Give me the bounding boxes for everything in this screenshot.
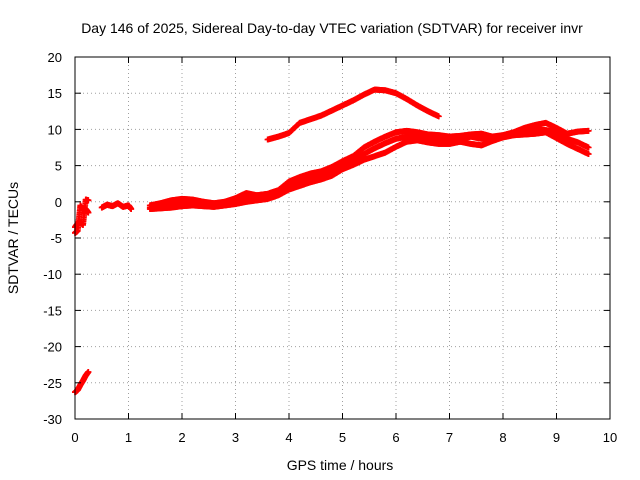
- y-tick-label: 20: [48, 50, 62, 65]
- y-tick-label: -30: [43, 412, 62, 427]
- x-tick-label: 0: [71, 430, 78, 445]
- y-tick-label: -15: [43, 303, 62, 318]
- x-tick-label: 10: [603, 430, 617, 445]
- y-tick-label: 0: [55, 195, 62, 210]
- data-point: [85, 197, 92, 204]
- grid-lines: [75, 57, 610, 419]
- x-tick-label: 8: [499, 430, 506, 445]
- x-tick-label: 2: [178, 430, 185, 445]
- data-points: [72, 86, 592, 396]
- x-tick-label: 9: [553, 430, 560, 445]
- y-tick-label: -5: [50, 231, 62, 246]
- y-tick-label: -20: [43, 340, 62, 355]
- x-axis-title: GPS time / hours: [287, 457, 394, 473]
- data-point: [435, 113, 442, 120]
- data-point: [85, 368, 92, 375]
- y-tick-label: -10: [43, 267, 62, 282]
- x-tick-label: 6: [392, 430, 399, 445]
- y-tick-label: 15: [48, 86, 62, 101]
- data-point: [585, 127, 592, 134]
- y-tick-label: -25: [43, 376, 62, 391]
- y-tick-label: 5: [55, 159, 62, 174]
- axis-ticks: [74, 56, 611, 420]
- x-tick-label: 7: [446, 430, 453, 445]
- chart-title: Day 146 of 2025, Sidereal Day-to-day VTE…: [81, 20, 583, 36]
- x-tick-label: 5: [339, 430, 346, 445]
- x-tick-label: 3: [232, 430, 239, 445]
- series-upper-arc: [264, 86, 442, 143]
- y-tick-label: 10: [48, 122, 62, 137]
- data-point: [585, 144, 592, 151]
- series-early-outlier: [72, 368, 92, 396]
- axis-tick-labels: 0 1 2 3 4 5 6 7 8 9 10 -30 -25 -20 -15 -10 -5 0 5 10 15 20: [43, 50, 617, 445]
- series-segment-1: [98, 200, 135, 213]
- data-point: [85, 209, 92, 216]
- series-main-lower: [146, 129, 592, 213]
- y-axis-title: SDTVAR / TECUs: [5, 182, 21, 294]
- x-tick-label: 4: [285, 430, 292, 445]
- data-point: [128, 206, 135, 213]
- x-tick-label: 1: [125, 430, 132, 445]
- data-point: [585, 151, 592, 158]
